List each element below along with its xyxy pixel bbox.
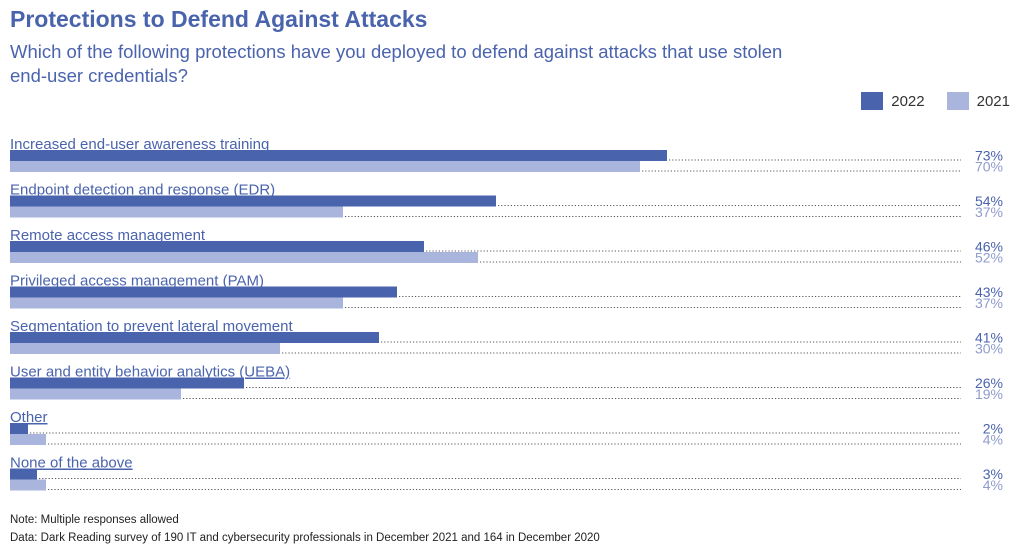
bar-2021 (10, 206, 343, 218)
category-label: Segmentation to prevent lateral movement (10, 318, 293, 335)
note-text: Note: Multiple responses allowed (10, 514, 179, 526)
data-label-2022: 26% (975, 375, 1003, 391)
category-label: Other (10, 409, 48, 426)
category-label: Privileged access management (PAM) (10, 273, 264, 290)
data-label-2022: 3% (983, 466, 1003, 482)
bar-2022 (10, 332, 379, 343)
legend-swatch-2022 (861, 92, 884, 110)
data-label-2022: 46% (975, 239, 1003, 255)
data-label-2021: 37% (975, 204, 1003, 220)
data-label-2022: 54% (975, 193, 1003, 209)
data-label-2021: 70% (975, 159, 1003, 175)
bar-2022 (10, 377, 244, 389)
data-label-2022: 43% (975, 284, 1003, 300)
data-label-2021: 30% (975, 341, 1003, 357)
category-label: User and entity behavior analytics (UEBA… (10, 364, 290, 381)
legend-item-2022: 2022 (861, 92, 925, 110)
bar-2022 (10, 286, 397, 298)
bar-2021 (10, 343, 280, 354)
data-label-2022: 41% (975, 330, 1003, 346)
chart-subtitle: Which of the following protections have … (10, 41, 783, 86)
legend-item-2021: 2021 (946, 92, 1010, 110)
bar-2022 (10, 423, 28, 434)
data-label-2022: 2% (983, 421, 1003, 437)
legend-swatch-2021 (946, 92, 969, 110)
bar-2022 (10, 241, 424, 252)
bar-2021 (10, 434, 46, 445)
bar-2021 (10, 479, 46, 491)
bar-2022 (10, 195, 496, 207)
chart-title: Protections to Defend Against Attacks (10, 6, 428, 32)
bar-2021 (10, 161, 640, 172)
legend-label-2021: 2021 (976, 92, 1010, 110)
legend-label-2022: 2022 (891, 92, 925, 110)
bar-2021 (10, 297, 343, 309)
category-label: Increased end-user awareness training (10, 136, 269, 153)
data-label-2021: 4% (983, 432, 1003, 448)
bar-2022 (10, 150, 667, 161)
bar-2021 (10, 388, 181, 400)
data-label-2021: 19% (975, 386, 1003, 402)
bar-chart: Increased end-user awareness training 73%… (10, 136, 1003, 493)
data-label-2022: 73% (975, 148, 1003, 164)
data-label-2021: 4% (983, 477, 1003, 493)
category-label: None of the above (10, 455, 133, 472)
bar-2021 (10, 252, 478, 263)
legend: 2022 2021 (847, 92, 1010, 110)
category-label: Endpoint detection and response (EDR) (10, 182, 275, 199)
data-label-2021: 37% (975, 295, 1003, 311)
bar-2022 (10, 468, 37, 480)
category-label: Remote access management (10, 227, 206, 244)
data-source-text: Data: Dark Reading survey of 190 IT and … (10, 532, 600, 544)
data-label-2021: 52% (975, 250, 1003, 266)
